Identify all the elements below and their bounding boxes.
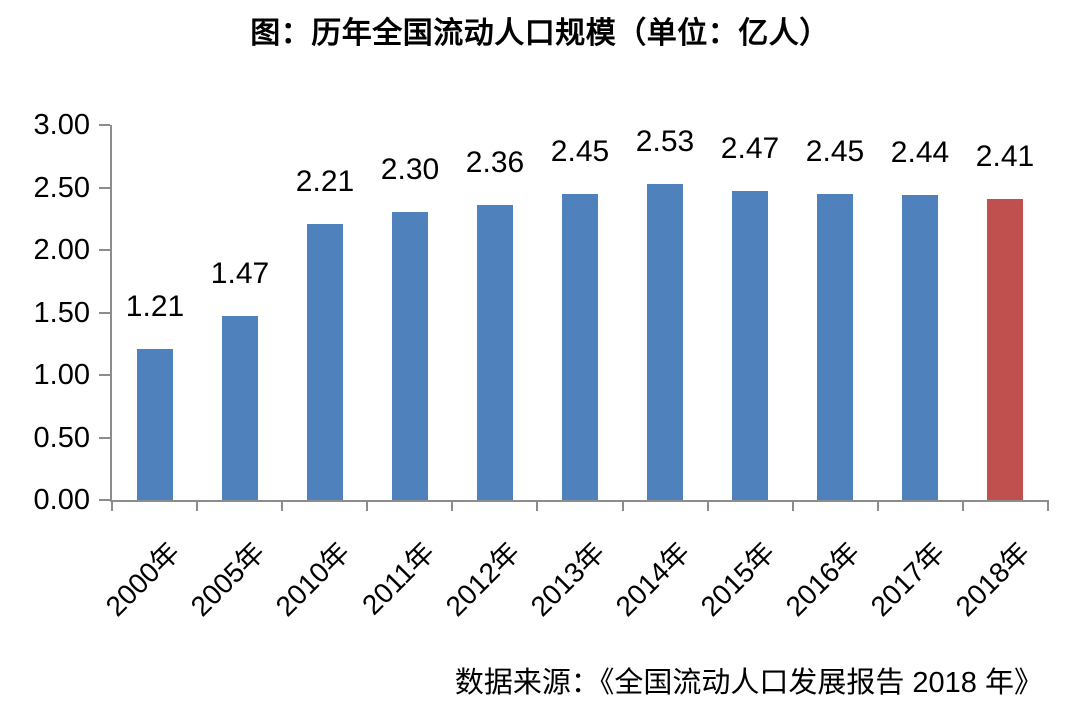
bar-2015年 (732, 191, 768, 500)
bar-value-label: 2.45 (805, 135, 865, 168)
bar-2012年 (477, 205, 513, 500)
bar-2013年 (562, 194, 598, 500)
x-tick (707, 500, 709, 511)
x-tick (877, 500, 879, 511)
bar-value-label: 2.30 (380, 153, 440, 186)
y-tick-label: 0.50 (33, 422, 90, 454)
bar-2000年 (137, 349, 173, 500)
x-axis-label: 2016年 (779, 536, 866, 623)
y-tick (99, 312, 110, 314)
x-axis-label: 2010年 (269, 536, 356, 623)
y-tick-label: 0.00 (33, 484, 90, 516)
bar-value-label: 2.44 (890, 136, 950, 169)
x-tick (536, 500, 538, 511)
bar-value-label: 2.53 (635, 125, 695, 158)
y-tick-label: 2.00 (33, 234, 90, 266)
bar-2018年 (987, 199, 1023, 500)
bar-value-label: 2.21 (295, 165, 355, 198)
y-tick-label: 3.00 (33, 109, 90, 141)
x-axis-label: 2000年 (99, 536, 186, 623)
x-tick (451, 500, 453, 511)
y-tick (99, 187, 110, 189)
x-axis-label: 2015年 (694, 536, 781, 623)
y-tick (99, 437, 110, 439)
x-tick (281, 500, 283, 511)
bar-value-label: 1.47 (210, 257, 270, 290)
bar-2014年 (647, 184, 683, 500)
bar-2017年 (902, 195, 938, 500)
x-tick (111, 500, 113, 511)
y-tick (99, 374, 110, 376)
y-tick-label: 2.50 (33, 172, 90, 204)
x-tick (196, 500, 198, 511)
x-axis-label: 2013年 (524, 536, 611, 623)
x-tick (792, 500, 794, 511)
x-tick (366, 500, 368, 511)
x-axis-label: 2005年 (184, 536, 271, 623)
x-axis-label: 2012年 (439, 536, 526, 623)
chart-title: 图：历年全国流动人口规模（单位：亿人） (250, 17, 830, 50)
bar-2010年 (307, 224, 343, 500)
bar-value-label: 2.45 (550, 135, 610, 168)
bar-value-label: 2.47 (720, 132, 780, 165)
bar-2016年 (817, 194, 853, 500)
x-axis-label: 2014年 (609, 536, 696, 623)
x-axis-label: 2017年 (864, 536, 951, 623)
y-axis-line (110, 125, 112, 502)
bar-value-label: 2.41 (975, 140, 1035, 173)
x-tick (622, 500, 624, 511)
source-note: 数据来源：《全国流动人口发展报告 2018 年》 (454, 667, 1043, 699)
x-axis-label: 2011年 (355, 536, 441, 621)
y-tick (99, 499, 110, 501)
y-tick-label: 1.00 (33, 359, 90, 391)
x-tick (962, 500, 964, 511)
x-tick (1047, 500, 1049, 511)
x-axis-label: 2018年 (949, 536, 1036, 623)
y-tick-label: 1.50 (33, 297, 90, 329)
y-tick (99, 249, 110, 251)
bar-2005年 (222, 316, 258, 500)
bar-value-label: 1.21 (125, 290, 185, 323)
bar-2011年 (392, 212, 428, 500)
x-axis-line (110, 500, 1048, 502)
bar-value-label: 2.36 (465, 146, 525, 179)
y-tick (99, 124, 110, 126)
